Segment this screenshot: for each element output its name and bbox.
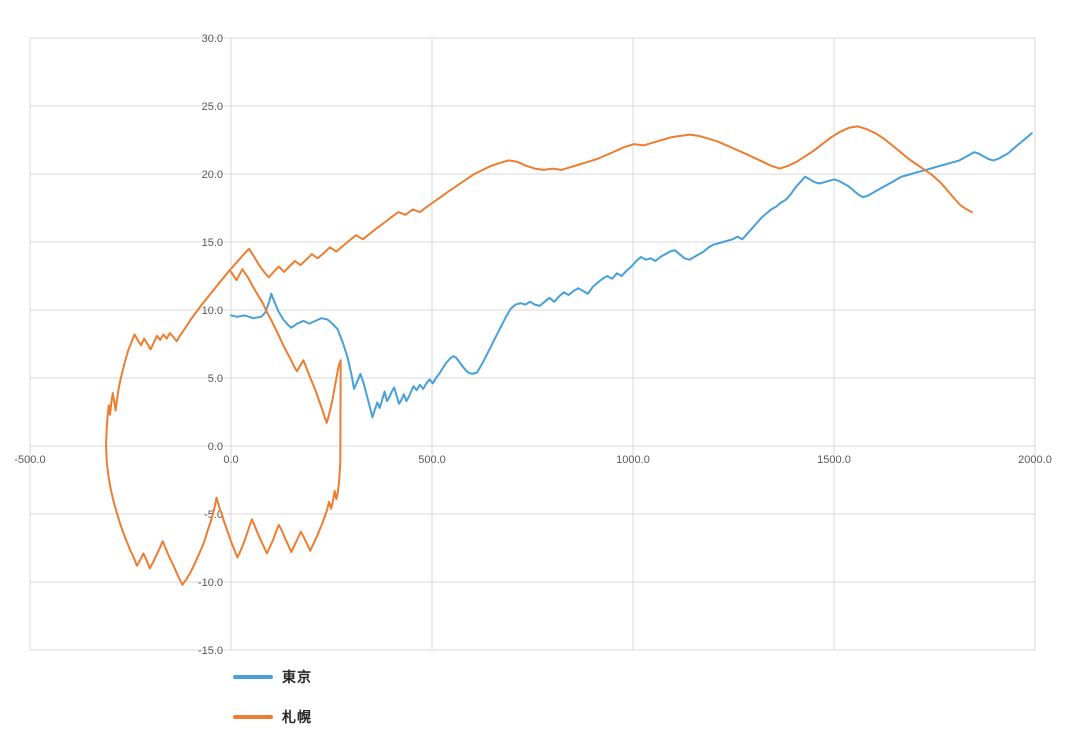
y-axis-tick-label: 15.0 (202, 237, 223, 249)
tokyo-line-swatch (233, 675, 273, 679)
sapporo-line-swatch (233, 715, 273, 719)
sapporo-legend-label: 札幌 (282, 709, 312, 725)
tokyo-legend-label: 東京 (282, 669, 312, 685)
legend-item-sapporo: 札幌 (233, 707, 312, 727)
x-axis-tick-label: 2000.0 (1018, 454, 1052, 466)
y-axis-tick-label: 20.0 (202, 169, 223, 181)
series-line-1 (105, 125, 973, 586)
x-axis-tick-label: 0.0 (223, 454, 238, 466)
x-axis-tick-label: -500.0 (14, 454, 45, 466)
y-axis-tick-label: -15.0 (198, 645, 223, 657)
legend-item-tokyo: 東京 (233, 667, 312, 687)
x-axis-tick-label: 1500.0 (817, 454, 851, 466)
y-axis-tick-label: -10.0 (198, 577, 223, 589)
y-axis-tick-label: 5.0 (208, 373, 223, 385)
legend: 東京 札幌 (233, 667, 312, 747)
y-axis-tick-label: 10.0 (202, 305, 223, 317)
x-axis-tick-label: 500.0 (418, 454, 446, 466)
y-axis-tick-label: 0.0 (208, 441, 223, 453)
x-axis-tick-label: 1000.0 (616, 454, 650, 466)
series-line-0 (230, 132, 1033, 419)
y-axis-tick-label: 30.0 (202, 33, 223, 45)
y-axis-tick-label: 25.0 (202, 101, 223, 113)
